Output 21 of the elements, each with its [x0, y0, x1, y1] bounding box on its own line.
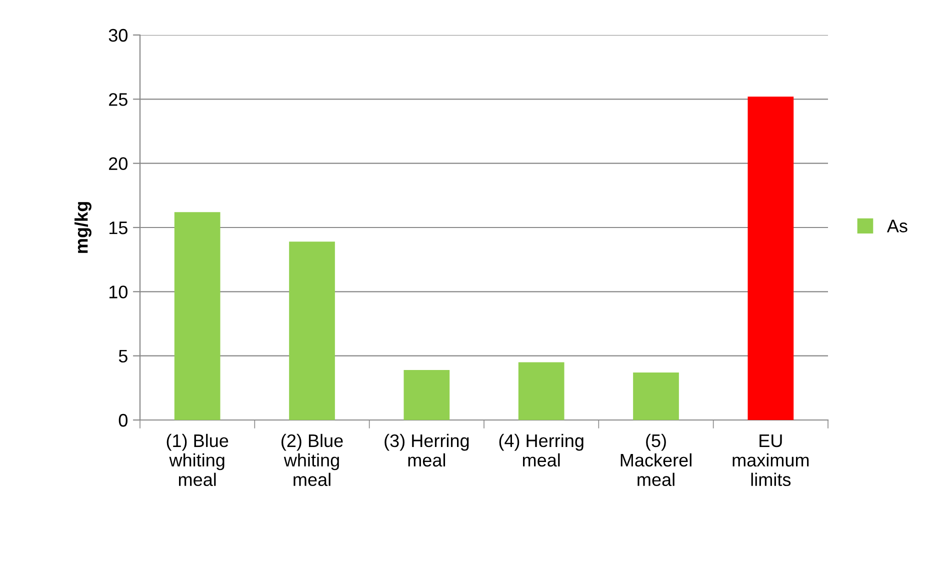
x-tick-label: EU maximum limits — [732, 434, 809, 486]
bar — [633, 372, 679, 420]
y-tick-label: 10 — [109, 286, 128, 298]
y-tick-label: 20 — [109, 157, 128, 170]
x-tick-label: (2) Blue whiting meal — [282, 434, 343, 486]
bar — [518, 362, 564, 420]
bar — [174, 212, 220, 420]
bar — [748, 96, 794, 420]
x-tick-label: (1) Blue whiting meal — [166, 434, 228, 486]
y-tick-label: 15 — [109, 222, 128, 234]
y-tick-label: 25 — [109, 93, 128, 106]
x-tick-label: (3) Herring meal — [384, 434, 469, 467]
y-axis-title: mg/kg — [74, 202, 92, 253]
bar — [289, 242, 335, 420]
legend-label: As — [886, 220, 908, 232]
x-tick-label: (5) Mackerel meal — [620, 434, 692, 486]
x-tick-label: (4) Herring meal — [499, 434, 584, 467]
y-tick-label: 0 — [118, 414, 128, 427]
y-tick-label: 30 — [108, 28, 128, 42]
y-tick-label: 5 — [118, 350, 128, 363]
bar — [404, 370, 450, 420]
